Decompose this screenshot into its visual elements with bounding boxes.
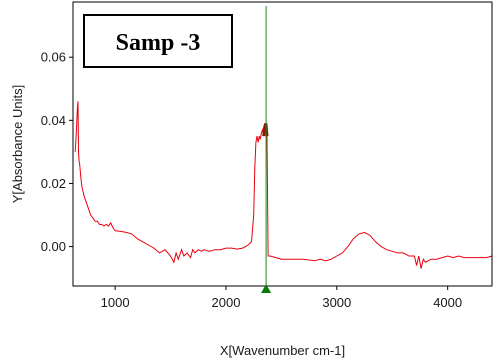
title-box-border	[83, 14, 233, 68]
x-tick-label: 3000	[322, 295, 351, 310]
x-axis-label: X[Wavenumber cm-1]	[220, 343, 345, 358]
x-tick-label: 4000	[433, 295, 462, 310]
x-axis-ticks: 1000 2000 3000 4000	[101, 286, 462, 310]
plot-area	[74, 6, 493, 286]
absorbance-series-line	[74, 101, 493, 269]
y-tick-label: 0.04	[41, 113, 66, 128]
x-tick-label: 2000	[212, 295, 241, 310]
y-axis-label: Y[Absorbance Units]	[10, 85, 25, 204]
y-axis-title-group: Y[Absorbance Units]	[10, 85, 25, 204]
cursor-marker-icon[interactable]	[261, 284, 272, 293]
y-tick-label: 0.06	[41, 50, 66, 65]
title-box: Samp -3	[83, 14, 233, 68]
x-tick-label: 1000	[101, 295, 130, 310]
y-tick-label: 0.00	[41, 239, 66, 254]
plot-frame	[72, 1, 493, 287]
y-tick-label: 0.02	[41, 176, 66, 191]
y-axis-ticks: 0.00 0.02 0.04 0.06	[41, 50, 73, 254]
chart-title: Samp -3	[116, 30, 201, 56]
